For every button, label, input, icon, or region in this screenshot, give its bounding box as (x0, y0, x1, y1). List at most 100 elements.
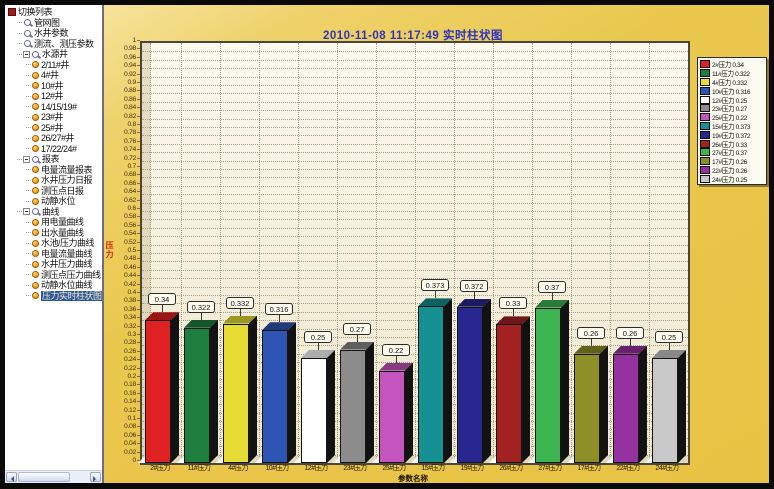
tree-item-label: 管网图 (34, 17, 60, 28)
tree-item[interactable]: 动静水位曲线 (5, 280, 102, 291)
tree-item[interactable]: 压力实时柱状图 (5, 290, 102, 302)
bar-top-face (496, 316, 530, 324)
tree-item[interactable]: 用电量曲线 (5, 217, 102, 228)
bar-right-face (678, 350, 686, 463)
y-tick-mark (137, 48, 140, 50)
tree-item-label: 10#井 (41, 80, 64, 91)
tree-item[interactable]: 测压点日报 (5, 186, 102, 197)
tree-connector (26, 232, 31, 234)
bar (340, 349, 366, 463)
legend-item: 27#压力 0.37 (700, 148, 764, 157)
legend-label: 12#压力 0.25 (712, 97, 747, 105)
bar-top-face (652, 350, 686, 358)
tree-connector (26, 179, 31, 181)
tree-item[interactable]: 水井压力日报 (5, 175, 102, 186)
y-tick-label: 0.16 (123, 389, 136, 397)
y-tick-mark (137, 409, 140, 411)
bar-value-connector (162, 305, 163, 313)
tree-item[interactable]: 切换列表 (5, 7, 102, 18)
ball-icon (32, 271, 39, 279)
tree-item[interactable]: 26/27#井 (5, 133, 102, 144)
gridline-v (454, 43, 455, 463)
legend-item: 25#压力 0.22 (700, 113, 764, 122)
tree-item[interactable]: 出水量曲线 (5, 228, 102, 239)
bar-right-face (249, 316, 257, 463)
legend-label: 2#压力 0.34 (712, 62, 744, 70)
scroll-right-button[interactable] (90, 472, 101, 482)
x-tick-label: 25#压力 (382, 465, 406, 472)
y-tick-mark (137, 350, 140, 352)
bar-right-face (405, 363, 413, 463)
y-tick-mark (137, 56, 140, 58)
y-tick-label: 1 (132, 37, 137, 44)
tree-item[interactable]: 10#井 (5, 81, 102, 92)
scope-icon (23, 39, 33, 48)
tree-item[interactable]: 17/22/24# (5, 144, 102, 155)
tree-item[interactable]: 12#井 (5, 91, 102, 102)
y-tick-mark (137, 140, 140, 142)
bar-right-face (171, 312, 179, 463)
arrow-left-icon (8, 475, 14, 482)
tree-connector (26, 85, 31, 87)
ball-icon (32, 92, 39, 100)
tree-item[interactable]: 4#井 (5, 70, 102, 81)
tree-item[interactable]: 23#井 (5, 112, 102, 123)
tree-item[interactable]: 2/11#井 (5, 60, 102, 71)
tree-item[interactable]: 25#井 (5, 123, 102, 134)
list-icon (8, 8, 16, 17)
tree-item[interactable]: 动静水位 (5, 196, 102, 207)
bar-right-face (210, 320, 218, 463)
bar (262, 330, 288, 463)
collapse-icon[interactable] (23, 155, 30, 163)
bar-top-face (574, 346, 608, 354)
tree-item-label: 报表 (42, 154, 60, 165)
collapse-icon[interactable] (23, 208, 30, 216)
sidebar-horizontal-scrollbar[interactable] (5, 470, 102, 483)
scroll-left-button[interactable] (6, 472, 17, 482)
tree-item[interactable]: 管网图 (5, 18, 102, 29)
tree-item[interactable]: 测流、测压参数 (5, 39, 102, 50)
bar-top-face (457, 299, 491, 307)
chart-panel: 2010-11-08 11:17:49 实时柱状图 压力 0.34 0.322 0.… (104, 5, 769, 483)
tree-item[interactable]: 曲线 (5, 207, 102, 218)
bar-value-label: 0.25 (655, 331, 683, 343)
tree-item[interactable]: 电量流量曲线 (5, 249, 102, 260)
y-tick-mark (137, 166, 140, 167)
tree-item[interactable]: 水井参数 (5, 28, 102, 39)
tree-item[interactable]: 14/15/19# (5, 102, 102, 113)
legend-swatch (700, 139, 710, 148)
bar (574, 353, 600, 463)
y-tick-label: 0.64 (123, 188, 136, 196)
y-tick-mark (137, 199, 140, 201)
tree-item[interactable]: 水井压力曲线 (5, 259, 102, 270)
x-tick-label: 27#压力 (538, 465, 562, 472)
gridline-v (610, 43, 611, 463)
legend-item: 19#压力 0.372 (700, 130, 764, 140)
tree-item[interactable]: 报表 (5, 154, 102, 165)
y-tick-label: 0.56 (123, 221, 136, 229)
y-tick-label: 0.7 (127, 163, 136, 170)
legend-label: 11#压力 0.322 (712, 71, 750, 79)
tree-item[interactable]: 测压点压力曲线 (5, 270, 102, 281)
tree-item[interactable]: 水池/压力曲线 (5, 238, 102, 249)
y-tick-mark (137, 317, 140, 319)
tree-item-label: 14/15/19# (41, 101, 77, 112)
tree-item-label: 切换列表 (18, 7, 53, 18)
legend-label: 10#压力 0.316 (712, 88, 751, 96)
collapse-icon[interactable] (23, 50, 30, 58)
tree-item-label: 电量流量曲线 (41, 248, 93, 259)
tree-item[interactable]: 水源井 (5, 49, 102, 60)
tree-item[interactable]: 电量流量报表 (5, 165, 102, 176)
bar-right-face (366, 342, 374, 463)
tree-item-label: 水源井 (42, 49, 68, 60)
y-tick-label: 0.9 (127, 79, 136, 86)
y-tick-label: 0.68 (123, 171, 136, 179)
legend-swatch (700, 165, 710, 174)
ball-icon (32, 229, 39, 237)
legend-label: 27#压力 0.37 (712, 150, 747, 158)
tree-item-label: 水井参数 (34, 28, 69, 39)
scrollbar-thumb[interactable] (18, 472, 70, 482)
bar-top-face (262, 322, 296, 330)
y-tick-label: 0.42 (123, 280, 136, 288)
